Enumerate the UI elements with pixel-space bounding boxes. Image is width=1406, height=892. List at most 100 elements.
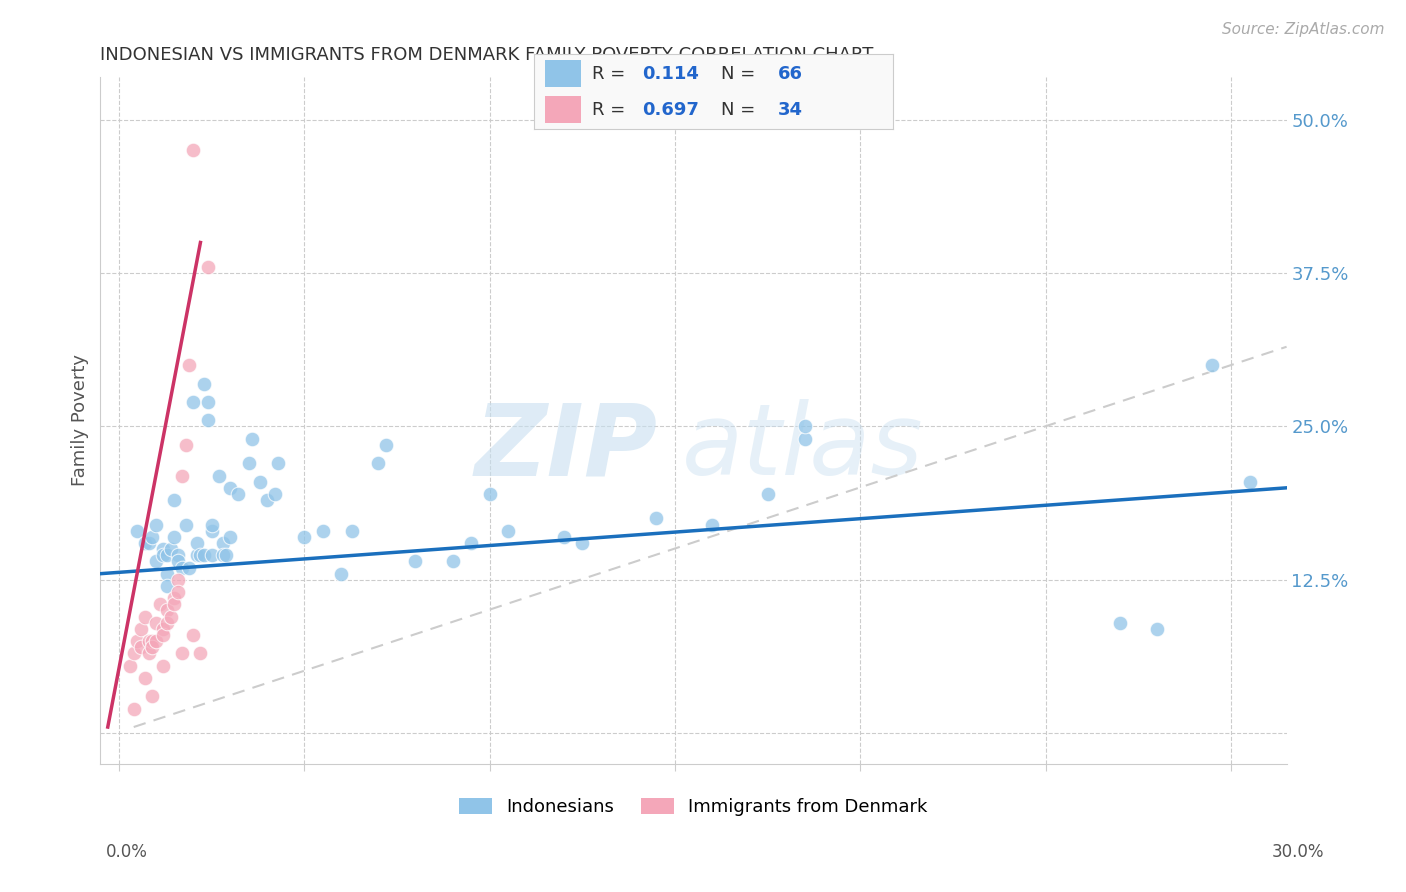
Point xyxy=(342,524,364,538)
Text: 34: 34 xyxy=(778,101,803,119)
Point xyxy=(553,530,575,544)
Point xyxy=(460,536,482,550)
Point xyxy=(193,549,215,563)
Point xyxy=(200,549,222,563)
Point xyxy=(181,628,204,642)
Text: R =: R = xyxy=(592,65,631,83)
Point xyxy=(163,493,186,508)
Text: INDONESIAN VS IMMIGRANTS FROM DENMARK FAMILY POVERTY CORRELATION CHART: INDONESIAN VS IMMIGRANTS FROM DENMARK FA… xyxy=(100,46,873,64)
Point xyxy=(181,395,204,409)
Point xyxy=(138,634,160,648)
Point xyxy=(170,647,193,661)
Point xyxy=(163,598,186,612)
Point xyxy=(404,554,426,568)
Point xyxy=(122,647,145,661)
Point xyxy=(152,542,174,557)
Point xyxy=(1201,358,1223,372)
Point xyxy=(122,701,145,715)
Point xyxy=(197,395,219,409)
Point xyxy=(478,487,501,501)
Point xyxy=(179,560,201,574)
Point xyxy=(312,524,335,538)
Point xyxy=(238,456,260,470)
Text: 0.0%: 0.0% xyxy=(105,843,148,861)
Point xyxy=(186,536,208,550)
Point xyxy=(1239,475,1261,489)
Point xyxy=(156,579,179,593)
Point xyxy=(156,549,179,563)
Point xyxy=(645,511,668,525)
Point xyxy=(141,640,163,655)
Text: R =: R = xyxy=(592,101,631,119)
Point xyxy=(163,591,186,606)
Text: N =: N = xyxy=(721,101,761,119)
Point xyxy=(330,566,353,581)
Point xyxy=(211,549,233,563)
Point xyxy=(156,603,179,617)
Text: 30.0%: 30.0% xyxy=(1272,843,1324,861)
Point xyxy=(200,517,222,532)
Legend: Indonesians, Immigrants from Denmark: Indonesians, Immigrants from Denmark xyxy=(453,791,935,823)
Point xyxy=(138,647,160,661)
Point xyxy=(156,615,179,630)
Point xyxy=(226,487,249,501)
Point xyxy=(156,566,179,581)
Point xyxy=(170,468,193,483)
Point xyxy=(127,524,149,538)
Point xyxy=(1108,615,1130,630)
Point xyxy=(1146,622,1168,636)
Point xyxy=(179,358,201,372)
Point xyxy=(159,542,181,557)
Point xyxy=(145,554,167,568)
Point xyxy=(145,634,167,648)
Point xyxy=(170,560,193,574)
Point xyxy=(267,456,290,470)
Point xyxy=(141,530,163,544)
Y-axis label: Family Poverty: Family Poverty xyxy=(72,354,89,486)
Point xyxy=(167,549,190,563)
Point xyxy=(190,549,212,563)
Point xyxy=(118,658,141,673)
Point xyxy=(367,456,389,470)
Point xyxy=(127,634,149,648)
Point xyxy=(152,658,174,673)
Text: N =: N = xyxy=(721,65,761,83)
Bar xyxy=(546,60,581,87)
Point xyxy=(215,549,238,563)
Point xyxy=(756,487,779,501)
Text: 0.114: 0.114 xyxy=(641,65,699,83)
Point xyxy=(240,432,263,446)
Point xyxy=(134,671,156,685)
Point xyxy=(211,536,233,550)
Point xyxy=(174,517,197,532)
Point xyxy=(249,475,271,489)
Bar xyxy=(546,96,581,123)
Point xyxy=(292,530,315,544)
Point xyxy=(441,554,464,568)
Point xyxy=(129,640,152,655)
Point xyxy=(174,438,197,452)
Text: atlas: atlas xyxy=(682,400,924,496)
Point xyxy=(152,549,174,563)
Point xyxy=(700,517,723,532)
Point xyxy=(181,144,204,158)
Point xyxy=(167,585,190,599)
Text: 66: 66 xyxy=(778,65,803,83)
Point xyxy=(167,573,190,587)
Point xyxy=(219,530,242,544)
Point xyxy=(197,413,219,427)
Text: 0.697: 0.697 xyxy=(641,101,699,119)
Point xyxy=(141,634,163,648)
Point xyxy=(193,376,215,391)
Text: ZIP: ZIP xyxy=(475,400,658,496)
Point xyxy=(163,530,186,544)
Point xyxy=(152,628,174,642)
Point xyxy=(152,622,174,636)
Point xyxy=(145,615,167,630)
Point xyxy=(145,517,167,532)
Point xyxy=(138,536,160,550)
Point xyxy=(167,554,190,568)
Point xyxy=(149,598,172,612)
Point xyxy=(793,419,815,434)
Point xyxy=(208,468,231,483)
